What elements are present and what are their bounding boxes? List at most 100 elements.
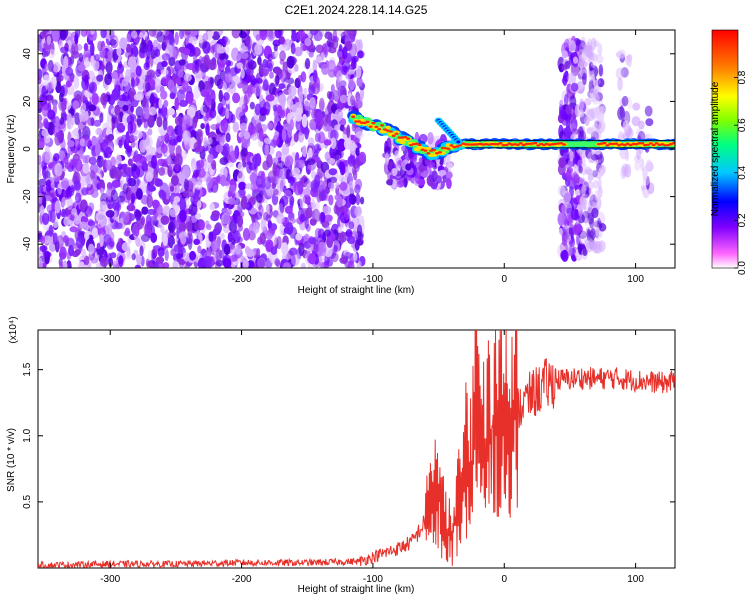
spectrogram-cell	[209, 202, 215, 211]
spectrogram-signal-cell	[533, 141, 538, 145]
spectrogram-cell	[574, 189, 582, 196]
spectrogram-cell	[122, 211, 130, 224]
spectrogram-cell	[44, 151, 53, 164]
spectrogram-cell	[135, 65, 142, 77]
spectrogram-cell	[251, 133, 258, 141]
figure-title: C2E1.2024.228.14.14.G25	[285, 3, 428, 17]
spectrogram-cell	[239, 31, 247, 39]
spectrogram-cell	[591, 207, 599, 219]
spectrogram-cell	[255, 193, 263, 204]
spectrogram-cell	[93, 58, 100, 72]
spectrogram-cell	[279, 199, 285, 214]
spectrogram-cell	[565, 119, 571, 130]
spectrogram-cell	[358, 151, 367, 163]
spectrogram-cell	[296, 30, 306, 42]
spectrogram-cell	[284, 71, 291, 80]
spectrogram-cell	[41, 85, 47, 98]
spectrogram-cell	[153, 39, 159, 48]
spectrogram-cell	[186, 189, 194, 198]
spectrogram-cell	[562, 190, 572, 205]
spectrogram-cell	[42, 195, 47, 209]
spectrogram-cell	[276, 121, 282, 133]
spectrogram-cell	[240, 147, 249, 157]
spectrogram-cell	[173, 243, 183, 253]
spectrogram-cell	[91, 227, 99, 239]
spectrogram-cell	[314, 132, 321, 143]
spectrogram-cell	[240, 255, 245, 263]
spectrogram-cell	[355, 131, 364, 139]
spectrogram-cell	[134, 209, 142, 221]
spectrogram-signal-cell	[388, 130, 393, 133]
spectrogram-cell	[91, 92, 99, 105]
spectrogram-cell	[298, 90, 304, 104]
snr-y-tick-label: 1.5	[22, 362, 33, 376]
spectrogram-cell	[318, 97, 325, 112]
spectrogram-cell	[229, 83, 237, 95]
spectrogram-cell	[569, 40, 576, 53]
spectrogram-cell	[104, 134, 113, 144]
spectrogram-cell	[596, 197, 602, 209]
colorbar-gradient	[711, 29, 739, 269]
spectrogram-cell	[38, 257, 43, 268]
spectrogram-cell	[343, 207, 350, 221]
spectrogram-cell	[185, 92, 194, 104]
spectrogram-cell	[303, 87, 308, 97]
spectrogram-signal-cell	[437, 151, 442, 154]
spectrogram-cell	[592, 169, 598, 178]
spectrogram-cell	[418, 157, 423, 164]
spectrogram-cell	[94, 54, 100, 62]
spectrogram-cell	[646, 159, 652, 168]
spectrogram-cell	[41, 48, 47, 58]
spectrogram-cell	[125, 131, 130, 145]
snr-x-tick-label: 0	[501, 574, 507, 585]
spectrogram-cell	[162, 233, 168, 247]
spectrogram-cell	[214, 51, 220, 59]
spectrogram-signal-cell	[498, 142, 503, 145]
spectrogram-cell	[72, 100, 80, 110]
spectrogram-cell	[151, 199, 160, 209]
spectrogram-cell	[314, 143, 321, 154]
spectrogram-cell	[174, 115, 183, 126]
spectrogram-cell	[100, 92, 108, 106]
spectrogram-cell	[97, 158, 102, 168]
spectrogram-cell	[256, 257, 266, 268]
spectrogram-cell	[197, 245, 202, 254]
spectrogram-signal-cell	[640, 142, 645, 145]
spectrogram-cell	[155, 79, 160, 86]
spectrogram-cell	[170, 175, 179, 187]
spectrogram-cell	[573, 224, 580, 236]
spectrogram-cell	[624, 149, 630, 161]
spectrogram-cell	[220, 174, 227, 187]
spectrogram-cell	[319, 246, 326, 253]
spectrogram-cell	[627, 96, 633, 111]
spectrogram-cell	[570, 133, 578, 141]
spectrogram-cell	[578, 230, 587, 240]
spectrogram-cell	[569, 95, 577, 109]
spectrogram-cell	[579, 234, 587, 245]
spectrogram-cell	[99, 256, 109, 268]
spectrogram-cell	[219, 157, 229, 166]
spectrogram-cell	[160, 215, 170, 225]
spectrogram-cell	[644, 105, 653, 117]
spectrogram-cell	[40, 235, 46, 245]
spectrogram-cell	[46, 35, 52, 45]
spectrogram-cell	[586, 228, 591, 241]
spectrogram-cell	[61, 196, 67, 207]
spectrogram-cell	[344, 251, 352, 260]
spectrogram-cell	[95, 127, 103, 136]
spectrogram-cell	[586, 45, 595, 59]
spectrogram-cell	[50, 181, 55, 189]
spectrogram-cell	[243, 131, 250, 140]
spectrogram-cell	[236, 214, 244, 228]
spectrogram-cell	[348, 63, 357, 71]
spectrogram-cell	[348, 140, 356, 152]
spectrogram-signal-cell	[631, 142, 636, 146]
spectrogram-cell	[394, 150, 400, 162]
spectrogram-cell	[93, 119, 102, 127]
spectrogram-cell	[561, 64, 568, 71]
snr-x-label: Height of straight line (km)	[298, 584, 415, 595]
spectrogram-cell	[254, 43, 263, 56]
spectrogram-cell	[203, 161, 211, 173]
spectrogram-cell	[154, 48, 161, 58]
spectrogram-cell	[140, 233, 150, 243]
